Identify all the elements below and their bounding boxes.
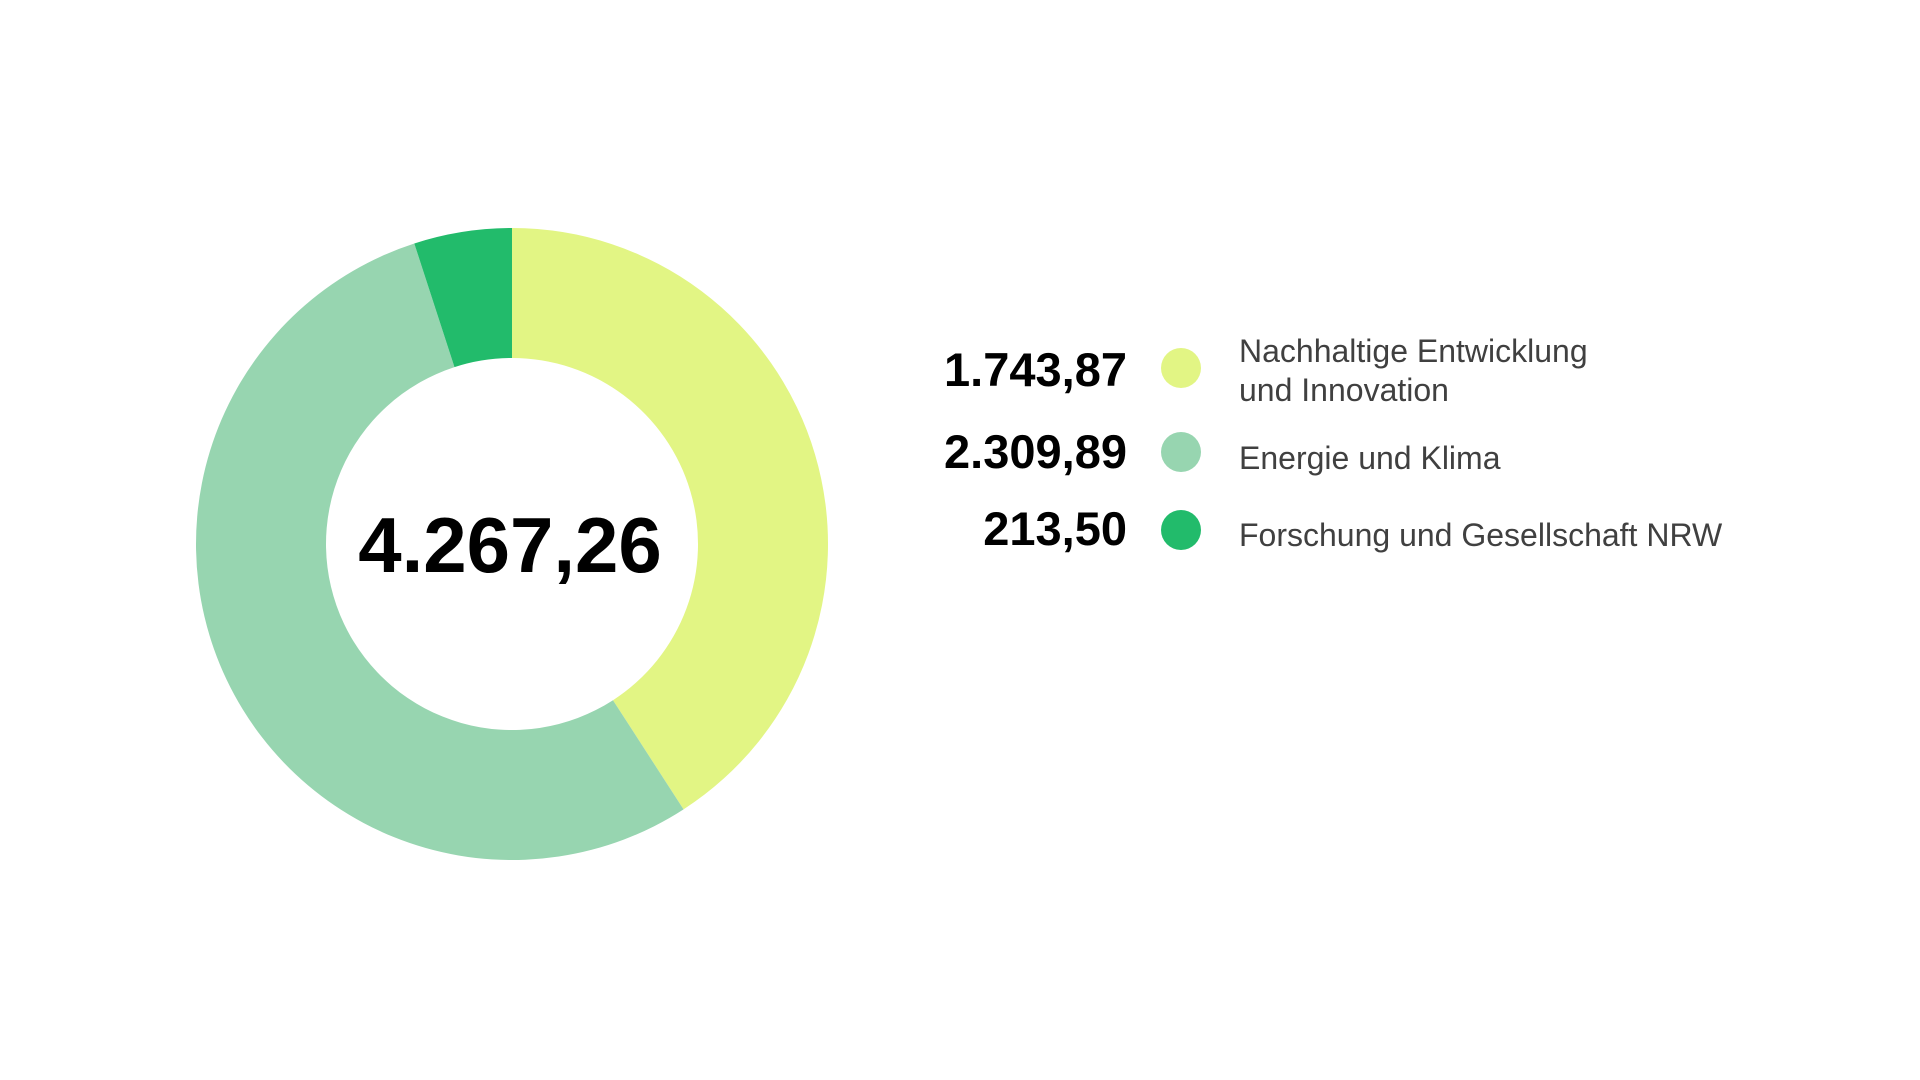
legend-label: und Innovation xyxy=(1239,372,1449,408)
legend-swatch xyxy=(1161,510,1201,550)
legend-swatch xyxy=(1161,348,1201,388)
donut-total-label: 4.267,26 xyxy=(358,501,662,589)
legend-value: 2.309,89 xyxy=(944,425,1127,478)
donut-slices xyxy=(196,228,828,860)
legend-value: 213,50 xyxy=(983,502,1127,555)
legend-swatch xyxy=(1161,432,1201,472)
legend-label: Nachhaltige Entwicklung xyxy=(1239,333,1588,369)
slice-forschung-gesellschaft xyxy=(414,228,512,368)
legend-value: 1.743,87 xyxy=(944,343,1127,396)
slice-nachhaltige-entwicklung xyxy=(512,228,828,810)
legend-label: Forschung und Gesellschaft NRW xyxy=(1239,517,1723,553)
legend-label: Energie und Klima xyxy=(1239,440,1501,476)
slice-energie-klima xyxy=(196,243,684,860)
legend-item-forschung-gesellschaft: 213,50 Forschung und Gesellschaft NRW xyxy=(983,502,1723,555)
legend-item-energie-klima: 2.309,89 Energie und Klima xyxy=(944,425,1501,478)
